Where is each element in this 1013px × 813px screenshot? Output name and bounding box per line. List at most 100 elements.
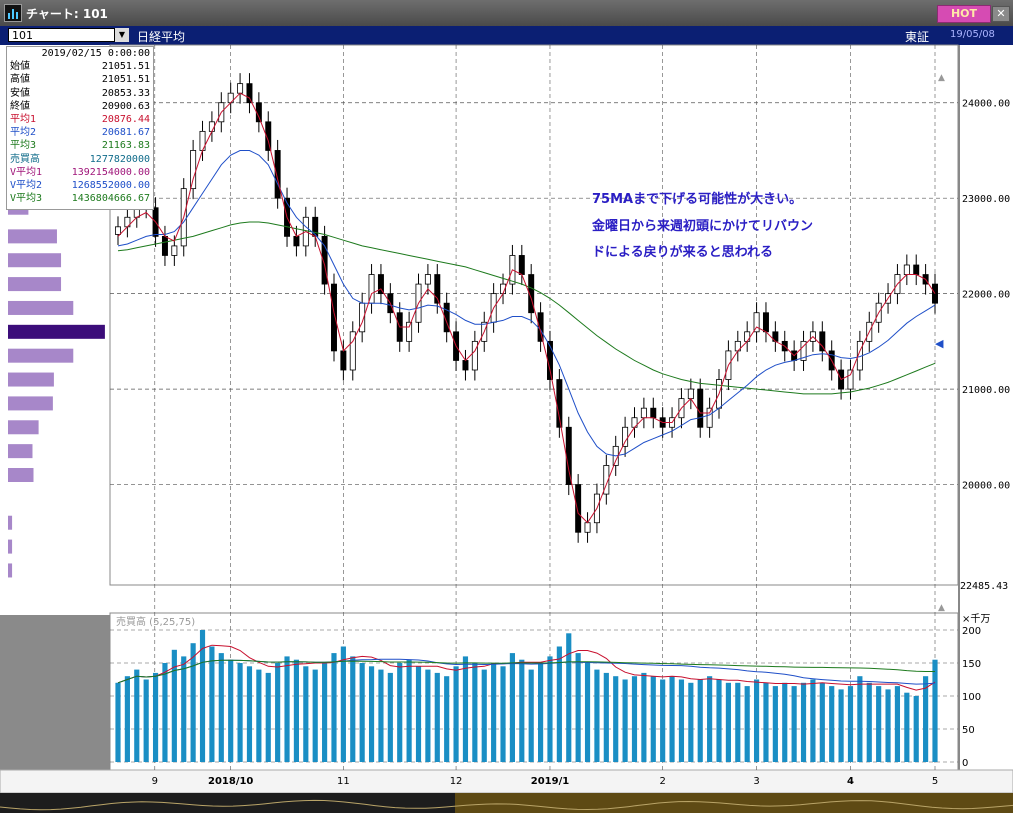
volume-bar xyxy=(115,682,121,762)
chevron-down-icon[interactable]: ▼ xyxy=(114,28,129,42)
info-label: 平均1 xyxy=(10,114,37,126)
volume-bar xyxy=(237,663,243,762)
overview-line xyxy=(0,799,1013,811)
volume-bar xyxy=(847,686,854,762)
volume-bar xyxy=(650,676,656,762)
volume-bar xyxy=(829,686,835,762)
volume-bar xyxy=(312,669,318,762)
candle-body xyxy=(800,340,807,361)
volume-bar xyxy=(134,669,140,762)
volume-bar xyxy=(331,653,337,762)
volume-bar xyxy=(613,676,619,762)
volume-bar xyxy=(425,669,431,762)
chart-app-icon xyxy=(4,4,22,22)
volume-profile-bar xyxy=(8,539,13,554)
volume-bar xyxy=(340,646,346,762)
volume-tick-label: 50 xyxy=(962,725,975,736)
candle-body xyxy=(349,331,356,371)
scroll-up-icon[interactable]: ▲ xyxy=(938,73,945,83)
price-tick-label: 21000.00 xyxy=(962,385,1010,396)
candle-body xyxy=(622,426,629,447)
volume-bar xyxy=(923,676,929,762)
symbol-name: 日経平均 xyxy=(137,30,186,44)
volume-bar xyxy=(753,679,760,762)
info-datetime: 2019/02/15 0:00:00 xyxy=(41,48,150,59)
candle-body xyxy=(575,484,582,533)
volume-bar xyxy=(819,682,825,762)
x-tick-label: 9 xyxy=(152,776,158,787)
info-value: 1268552000.00 xyxy=(71,180,150,192)
volume-bar xyxy=(744,686,750,762)
volume-bar xyxy=(782,682,788,762)
volume-bar xyxy=(453,666,459,762)
overview-selection xyxy=(455,793,1013,813)
candle-body xyxy=(706,407,713,428)
volume-ma-short-line xyxy=(117,644,936,691)
info-value: 21051.51 xyxy=(101,61,150,73)
price-tick-label: 22000.00 xyxy=(962,290,1010,301)
x-tick-label: 5 xyxy=(932,776,938,787)
volume-bar xyxy=(143,679,149,762)
info-row: 終値 20900.63 xyxy=(7,100,153,113)
volume-bar xyxy=(415,666,422,762)
x-tick-label: 3 xyxy=(753,776,759,787)
volume-profile-bar xyxy=(8,515,13,530)
volume-profile-bar xyxy=(8,277,62,292)
close-button[interactable]: ✕ xyxy=(992,6,1010,22)
info-value: 20853.33 xyxy=(101,87,150,99)
forecast-annotation: 75MAまで下げる可能性が大きい。 金曜日から来週初頭にかけてリバウン ドによる… xyxy=(592,187,813,267)
update-date: 19/05/08 xyxy=(950,29,995,40)
x-tick-label: 11 xyxy=(337,776,350,787)
symbol-code-input[interactable]: 101 xyxy=(8,28,128,42)
info-value: 20681.67 xyxy=(101,127,150,139)
annotation-line: 75MAまで下げる可能性が大きい。 xyxy=(592,192,803,207)
volume-bar xyxy=(181,656,187,762)
candle-body xyxy=(406,321,413,342)
info-row: 始値 21051.51 xyxy=(7,60,153,73)
volume-bar xyxy=(631,676,638,762)
volume-bar xyxy=(359,663,365,762)
volume-bar xyxy=(763,682,769,762)
volume-bar xyxy=(500,666,506,762)
candle-body xyxy=(528,274,535,314)
info-label: 始値 xyxy=(10,61,30,73)
candle-body xyxy=(744,331,751,342)
volume-panel-label: 売買高 (5,25,75) xyxy=(116,615,195,628)
candle-body xyxy=(161,235,168,256)
volume-profile-bar xyxy=(8,324,105,339)
info-label: 安値 xyxy=(10,87,30,99)
hot-button[interactable]: HOT xyxy=(937,5,991,23)
x-tick-label: 4 xyxy=(847,776,854,787)
left-gray-panel xyxy=(0,615,110,770)
price-axis-panel xyxy=(958,45,1013,770)
info-row: 平均3 21163.83 xyxy=(7,139,153,152)
volume-bar xyxy=(303,666,309,762)
candle-body xyxy=(115,226,121,235)
volume-bar xyxy=(707,676,713,762)
info-value: 1392154000.00 xyxy=(71,166,150,178)
overview-scrollbar[interactable] xyxy=(0,793,1013,813)
info-label: V平均1 xyxy=(10,166,43,178)
volume-bar xyxy=(462,656,469,762)
annotation-line: ドによる戻りが来ると思われる xyxy=(592,245,773,260)
volume-bar xyxy=(575,653,581,762)
volume-bar xyxy=(199,630,206,762)
x-tick-label: 2 xyxy=(659,776,665,787)
volume-scroll-up-icon[interactable]: ▲ xyxy=(938,603,945,613)
candle-body xyxy=(443,302,450,333)
volume-profile-bar xyxy=(8,229,57,244)
x-tick-label: 12 xyxy=(450,776,463,787)
candle-body xyxy=(237,83,244,94)
volume-bar xyxy=(171,649,177,762)
candle-body xyxy=(293,235,300,247)
candle-body xyxy=(434,274,441,304)
volume-bar xyxy=(519,659,525,762)
overview-left xyxy=(0,793,455,813)
volume-bar xyxy=(538,663,544,762)
volume-bar xyxy=(669,676,675,762)
volume-bar xyxy=(594,669,600,762)
volume-bar xyxy=(491,663,497,762)
exchange-label: 東証 xyxy=(905,30,930,44)
candle-body xyxy=(265,121,272,151)
volume-bar xyxy=(387,672,393,762)
